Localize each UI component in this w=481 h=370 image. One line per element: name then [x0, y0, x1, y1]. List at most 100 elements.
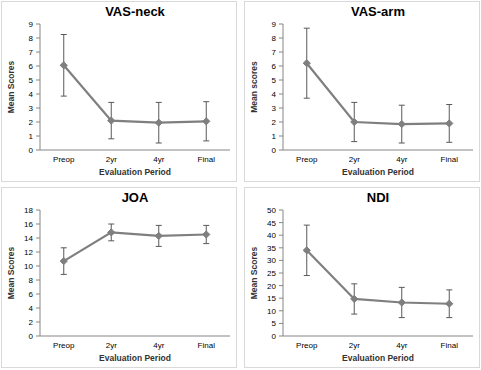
y-tick-label: 8 — [29, 34, 34, 43]
chart-title: VAS-neck — [105, 4, 165, 19]
y-tick-label: 45 — [267, 219, 276, 228]
y-axis-title: Mean scores — [249, 61, 259, 113]
y-tick — [279, 298, 283, 299]
error-bar — [108, 224, 114, 241]
y-tick-label: 40 — [267, 231, 276, 240]
y-tick — [279, 38, 283, 39]
chart-title: NDI — [367, 190, 389, 205]
panel-frame — [2, 2, 237, 182]
error-bar — [304, 225, 310, 275]
error-bar — [61, 35, 67, 97]
y-tick-label: 0 — [29, 146, 34, 155]
error-bar — [203, 225, 209, 243]
x-tick-label: 2yr — [349, 341, 360, 350]
marker — [108, 229, 115, 236]
x-tick-label: Final — [198, 155, 216, 164]
x-tick-label: 4yr — [153, 341, 164, 350]
y-tick — [36, 122, 40, 123]
y-tick-label: 2 — [29, 318, 34, 327]
y-tick-label: 3 — [272, 104, 277, 113]
y-tick — [36, 80, 40, 81]
data-group — [303, 225, 453, 317]
x-axis — [40, 150, 230, 151]
x-axis — [40, 336, 230, 337]
series-line — [64, 65, 207, 122]
y-tick — [36, 94, 40, 95]
y-tick-label: 20 — [267, 282, 276, 291]
y-tick — [36, 24, 40, 25]
x-tick-label: Preop — [53, 341, 75, 350]
y-tick — [279, 222, 283, 223]
x-axis — [283, 150, 473, 151]
y-tick-label: 30 — [267, 256, 276, 265]
chart-panel: NDI05101520253035404550Preop2yr4yrFinalE… — [245, 188, 480, 368]
y-axis — [40, 210, 41, 336]
x-tick-label: 4yr — [396, 341, 407, 350]
y-tick-label: 9 — [29, 20, 34, 29]
x-tick-label: Preop — [296, 155, 318, 164]
error-bar — [203, 102, 209, 141]
y-tick — [279, 235, 283, 236]
y-tick-label: 1 — [272, 132, 277, 141]
y-tick-label: 0 — [272, 332, 277, 341]
y-tick-label: 6 — [29, 290, 34, 299]
y-tick — [279, 323, 283, 324]
y-tick — [279, 336, 283, 337]
y-tick — [36, 52, 40, 53]
y-tick — [36, 238, 40, 239]
y-tick-label: 0 — [29, 332, 34, 341]
x-tick-label: Preop — [296, 341, 318, 350]
marker — [351, 118, 358, 125]
error-bar — [446, 290, 452, 318]
x-tick-label: 2yr — [106, 155, 117, 164]
y-tick — [279, 247, 283, 248]
series-line — [64, 232, 207, 261]
y-axis — [283, 24, 284, 150]
x-tick-label: 2yr — [106, 341, 117, 350]
y-tick — [36, 136, 40, 137]
x-axis — [283, 336, 473, 337]
y-axis-title: Mean Scores — [6, 247, 16, 300]
marker — [351, 295, 358, 302]
y-tick — [279, 66, 283, 67]
error-bar — [399, 287, 405, 317]
x-tick-label: Final — [198, 341, 216, 350]
y-tick-label: 8 — [29, 276, 34, 285]
chart-panel: VAS-neck0123456789Preop2yr4yrFinalEvalua… — [2, 2, 237, 182]
marker — [155, 232, 162, 239]
y-tick — [36, 252, 40, 253]
y-axis-title: Mean Scores — [6, 61, 16, 114]
y-tick — [279, 122, 283, 123]
error-bar — [108, 102, 114, 138]
marker — [398, 121, 405, 128]
y-tick-label: 10 — [267, 307, 276, 316]
error-bar — [156, 102, 162, 143]
y-tick — [279, 94, 283, 95]
marker — [303, 60, 310, 67]
y-tick-label: 8 — [272, 34, 277, 43]
chart-panel: VAS-arm0123456789Preop2yr4yrFinalEvaluat… — [245, 2, 480, 182]
y-tick — [279, 52, 283, 53]
y-tick — [279, 136, 283, 137]
y-tick — [36, 336, 40, 337]
x-axis-title: Evaluation Period — [99, 353, 171, 363]
y-tick-label: 35 — [267, 244, 276, 253]
x-tick-label: 4yr — [153, 155, 164, 164]
y-tick — [36, 294, 40, 295]
marker — [446, 120, 453, 127]
y-tick-label: 7 — [272, 48, 277, 57]
x-axis-title: Evaluation Period — [342, 353, 414, 363]
error-bar — [351, 102, 357, 141]
y-tick — [279, 150, 283, 151]
panel-frame — [245, 188, 480, 368]
y-tick — [36, 266, 40, 267]
y-tick-label: 1 — [29, 132, 34, 141]
marker — [303, 247, 310, 254]
y-tick — [36, 280, 40, 281]
y-tick — [36, 224, 40, 225]
y-tick — [279, 210, 283, 211]
error-bar — [399, 105, 405, 143]
series-line — [307, 250, 450, 303]
y-axis — [283, 210, 284, 336]
x-tick-label: Final — [441, 155, 459, 164]
